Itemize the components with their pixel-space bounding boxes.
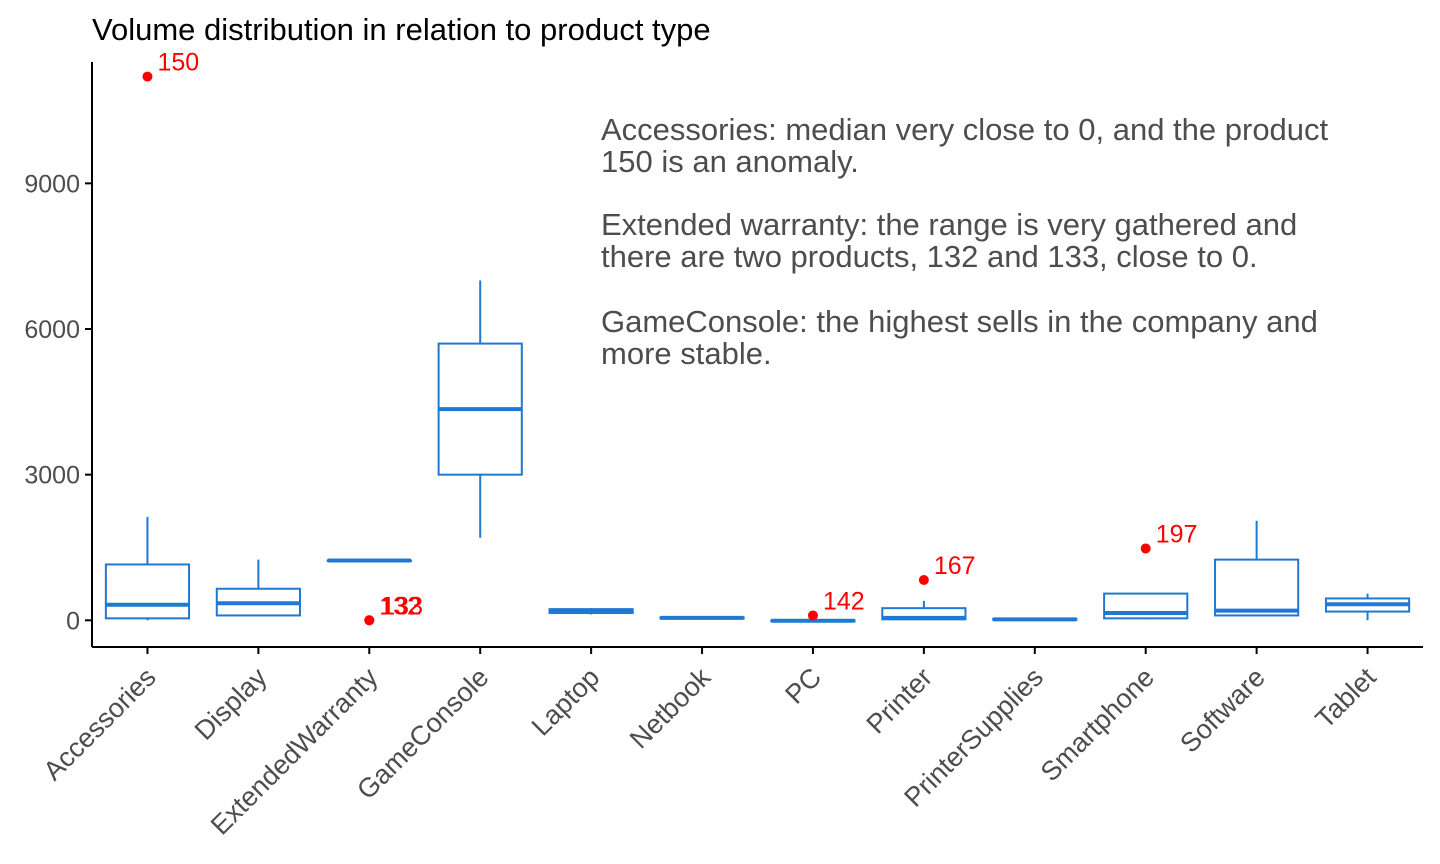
x-tick-label: Tablet (1310, 662, 1383, 735)
y-tick-label: 9000 (24, 170, 80, 198)
outlier-point (364, 615, 375, 626)
y-tick-label: 3000 (24, 462, 80, 490)
box-laptop (548, 608, 634, 615)
x-tick-label: Accessories (38, 662, 162, 786)
outlier-label: 150 (157, 49, 199, 77)
chart-title: Volume distribution in relation to produ… (92, 12, 711, 47)
box-display (215, 559, 301, 617)
outlier-point (1140, 543, 1151, 554)
annotation-extended-warranty: Extended warranty: the range is very gat… (601, 209, 1401, 273)
boxes-layer (104, 280, 1411, 623)
annotation-line: there are two products, 132 and 133, clo… (601, 239, 1258, 274)
box-iqr (1214, 558, 1300, 617)
y-tick-label: 6000 (24, 316, 80, 344)
box-netbook (659, 615, 745, 620)
annotation-gameconsole: GameConsole: the highest sells in the co… (601, 306, 1401, 370)
box-software (1214, 520, 1300, 617)
outlier-point (918, 575, 929, 586)
outlier-label: 142 (823, 587, 865, 615)
annotation-line: GameConsole: the highest sells in the co… (601, 304, 1318, 339)
outlier-label: 133 (381, 592, 423, 620)
annotation-line: more stable. (601, 336, 772, 371)
outlier-point (142, 71, 153, 82)
x-tick-label: PC (779, 662, 827, 710)
box-gameconsole (437, 280, 523, 538)
annotation-accessories: Accessories: median very close to 0, and… (601, 114, 1401, 178)
box-tablet (1324, 593, 1411, 621)
annotation-line: 150 is an anomaly. (601, 144, 859, 179)
x-tick-label: Laptop (526, 662, 606, 742)
x-tick-label: Smartphone (1035, 662, 1160, 787)
box-smartphone (1103, 592, 1189, 620)
x-tick-label: Display (189, 662, 273, 746)
outlier-point (807, 610, 818, 621)
outlier-label: 167 (934, 552, 976, 580)
annotation-line: Extended warranty: the range is very gat… (601, 207, 1298, 242)
box-iqr (104, 563, 191, 620)
box-accessories (104, 516, 191, 621)
box-printersupplies (992, 617, 1078, 622)
box-printer (881, 600, 967, 621)
box-extendedwarranty (326, 558, 412, 563)
annotation-line: Accessories: median very close to 0, and… (601, 112, 1329, 147)
x-tick-label: Software (1174, 662, 1271, 759)
outlier-label: 197 (1156, 520, 1198, 548)
outlier-label: 132 (379, 592, 421, 620)
x-tick-label: Netbook (624, 662, 717, 755)
x-tick-label: Printer (861, 662, 938, 739)
y-tick-label: 0 (66, 607, 80, 635)
